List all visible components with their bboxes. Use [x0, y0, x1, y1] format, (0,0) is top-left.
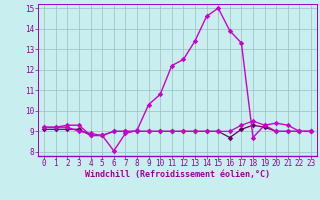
X-axis label: Windchill (Refroidissement éolien,°C): Windchill (Refroidissement éolien,°C) [85, 170, 270, 179]
